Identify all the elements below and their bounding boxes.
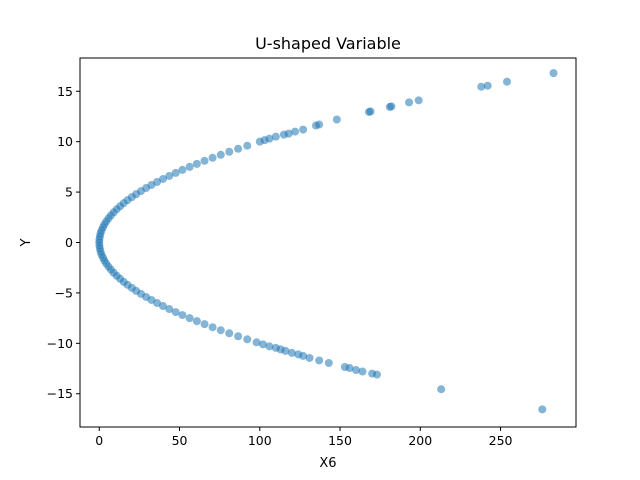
data-point: [265, 134, 274, 143]
data-point: [158, 302, 167, 311]
data-point: [305, 353, 314, 362]
data-point: [208, 323, 217, 332]
data-point: [271, 132, 280, 141]
data-point: [315, 356, 324, 365]
data-point: [345, 364, 354, 373]
data-point: [165, 171, 174, 180]
data-point: [192, 159, 201, 168]
data-point: [185, 162, 194, 171]
x-tick-label: 50: [172, 433, 188, 448]
data-point: [178, 311, 187, 320]
data-point: [243, 335, 252, 344]
data-point: [287, 348, 296, 357]
data-point: [358, 367, 367, 376]
data-point: [200, 156, 209, 165]
data-point: [225, 329, 234, 338]
data-point: [171, 308, 180, 317]
data-point: [265, 342, 274, 351]
data-point: [243, 141, 252, 150]
data-point: [483, 81, 492, 90]
x-tick-label: 150: [328, 433, 352, 448]
y-tick-label: −5: [55, 285, 73, 300]
chart-title: U-shaped Variable: [255, 34, 401, 53]
data-point: [216, 150, 225, 159]
data-point: [405, 98, 414, 107]
data-point: [352, 366, 361, 375]
y-tick-label: 15: [57, 84, 73, 99]
x-tick-label: 100: [248, 433, 272, 448]
data-point: [299, 125, 308, 134]
data-point: [158, 174, 167, 183]
data-point: [178, 165, 187, 174]
data-point: [366, 107, 375, 116]
y-tick-label: 10: [57, 134, 73, 149]
data-point: [225, 147, 234, 156]
data-point: [216, 326, 225, 335]
x-axis-label: X6: [319, 456, 336, 471]
data-point: [549, 69, 558, 78]
data-point: [299, 351, 308, 360]
x-tick-label: 200: [408, 433, 432, 448]
plot-frame: [79, 57, 577, 428]
y-tick-label: 0: [65, 235, 73, 250]
data-point: [502, 77, 511, 86]
x-tick-label: 250: [489, 433, 513, 448]
data-point: [414, 96, 423, 105]
data-point: [234, 332, 243, 341]
data-point: [315, 120, 324, 129]
y-tick-label: −10: [47, 336, 73, 351]
data-point: [538, 405, 547, 414]
y-tick-label: −15: [47, 386, 73, 401]
data-point: [324, 358, 333, 367]
data-point: [372, 370, 381, 379]
y-tick-label: 5: [65, 185, 73, 200]
data-point: [281, 346, 290, 355]
data-point: [171, 168, 180, 177]
data-point: [387, 102, 396, 111]
data-point: [234, 144, 243, 153]
data-point: [165, 305, 174, 314]
data-point: [192, 317, 201, 326]
data-point: [437, 385, 446, 394]
data-point: [477, 82, 486, 91]
data-point: [252, 338, 261, 347]
data-point: [258, 340, 267, 349]
axes-layer: 0 50 100 150 200 250 −15 −10 −5 0 5 10 15: [47, 84, 513, 448]
data-point: [332, 115, 341, 124]
data-point: [153, 298, 162, 307]
data-point: [284, 129, 293, 138]
data-point: [208, 153, 217, 162]
x-tick-label: 0: [95, 433, 103, 448]
y-axis-label: Y: [19, 238, 34, 247]
data-point: [200, 320, 209, 329]
data-point: [153, 178, 162, 187]
data-point: [291, 127, 300, 136]
data-point: [185, 314, 194, 323]
points-layer: [95, 69, 558, 414]
